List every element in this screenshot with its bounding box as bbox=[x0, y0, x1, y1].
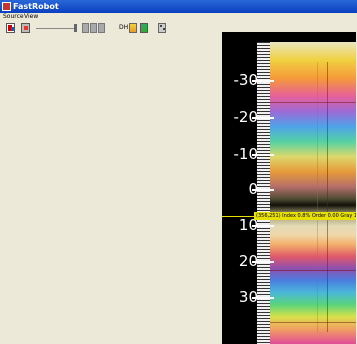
app-icon bbox=[2, 2, 11, 11]
scale-label: 20 bbox=[238, 252, 258, 270]
toolbar: DH bbox=[0, 21, 357, 35]
zoom-slider-thumb[interactable] bbox=[74, 24, 77, 32]
scale-label: -20 bbox=[233, 108, 259, 126]
ruler-tick bbox=[252, 80, 274, 82]
ruler-tick bbox=[252, 225, 274, 227]
frame-2-icon[interactable] bbox=[90, 23, 97, 33]
cursor-readout: (356,251) Index 0.8% Order 0.00 Gray 195 bbox=[254, 212, 356, 220]
band-line-1 bbox=[260, 102, 356, 103]
ruler-tick bbox=[252, 297, 274, 299]
band-line-3 bbox=[260, 322, 356, 323]
frame-1-icon[interactable] bbox=[82, 23, 89, 33]
chart-icon[interactable] bbox=[129, 23, 137, 33]
scale-label: 10 bbox=[238, 216, 258, 234]
ruler-tick bbox=[252, 261, 274, 263]
band-line-2 bbox=[260, 270, 356, 271]
menu-view[interactable]: View bbox=[24, 13, 39, 20]
window-title: FastRobot bbox=[13, 2, 59, 11]
palette-icon[interactable] bbox=[140, 23, 148, 33]
zoom-slider-track[interactable] bbox=[36, 28, 76, 29]
ruler-tick bbox=[252, 154, 274, 156]
title-bar[interactable]: FastRobot bbox=[0, 0, 357, 13]
menu-bar: Source View bbox=[0, 13, 357, 21]
scale-label: -10 bbox=[233, 145, 259, 163]
menu-source[interactable]: Source bbox=[3, 13, 24, 20]
grid-icon[interactable] bbox=[158, 23, 166, 33]
dh-label: DH bbox=[119, 24, 129, 31]
spectrum-image bbox=[260, 42, 356, 344]
ruler-tick bbox=[252, 117, 274, 119]
reference-line bbox=[317, 62, 318, 332]
profile-line bbox=[327, 62, 328, 332]
dh-icon[interactable]: DH bbox=[119, 23, 128, 33]
scale-label: 30 bbox=[238, 288, 258, 306]
ruler-tick bbox=[252, 189, 274, 191]
scale-label: -30 bbox=[233, 71, 259, 89]
image-viewer[interactable]: -30 -20 -10 0 10 20 30 (356,251) Index 0… bbox=[222, 32, 356, 344]
scale-label: 0 bbox=[248, 180, 258, 198]
frame-3-icon[interactable] bbox=[98, 23, 105, 33]
paint-icon[interactable] bbox=[6, 23, 15, 33]
image-icon[interactable] bbox=[21, 23, 30, 33]
